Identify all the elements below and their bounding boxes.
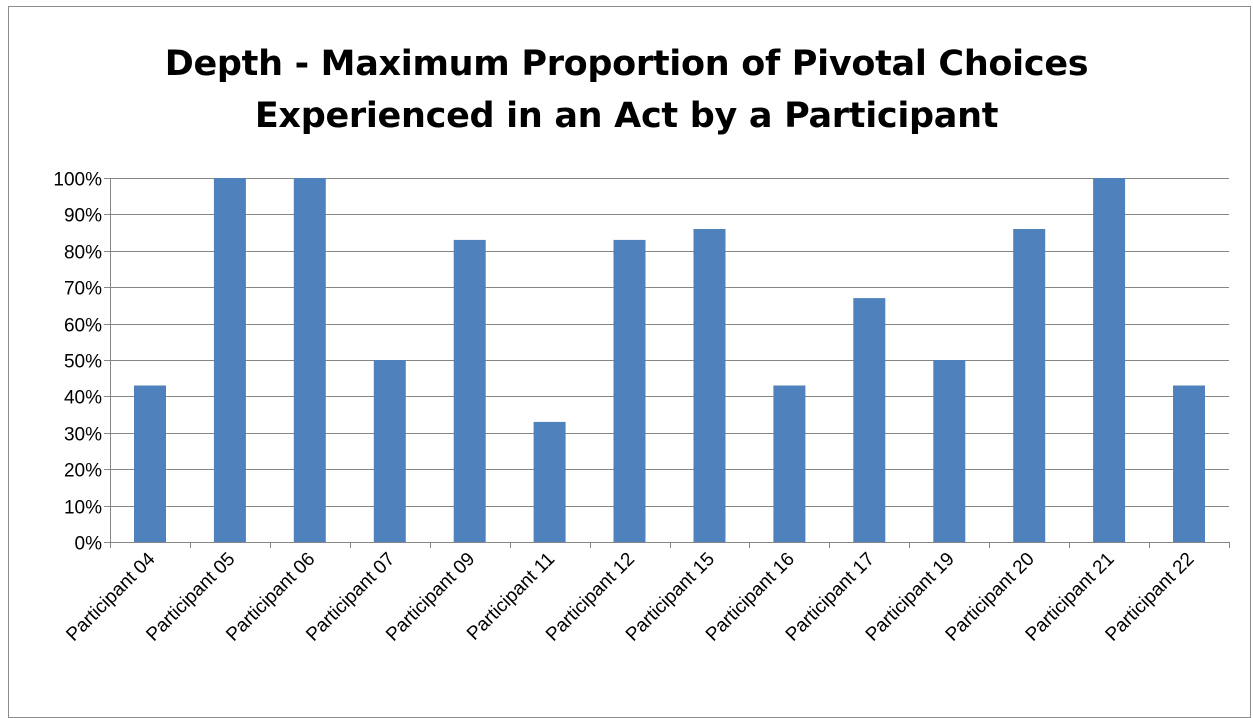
bar — [933, 360, 966, 542]
axes — [104, 178, 1230, 548]
y-tick-labels: 0% 10% 20% 30% 40% 50% 60% 70% 80% 90% 100% — [53, 170, 102, 555]
bar — [134, 385, 166, 542]
y-tick-label: 0% — [75, 534, 103, 555]
gridlines — [110, 178, 1229, 507]
y-tick-label: 10% — [64, 498, 102, 519]
y-tick-label: 20% — [64, 461, 102, 482]
bar — [213, 178, 246, 542]
bar — [533, 421, 566, 542]
bar — [853, 298, 886, 542]
bar-chart: 0% 10% 20% 30% 40% 50% 60% 70% 80% 90% 100% Partic… — [53, 170, 1230, 646]
y-tick-label: 80% — [64, 243, 102, 264]
chart-title-line-2: Experienced in an Act by a Participant — [254, 96, 999, 136]
bar — [693, 229, 726, 542]
y-tick-label: 50% — [64, 352, 102, 373]
y-tick-label: 70% — [64, 279, 102, 300]
y-tick-label: 100% — [53, 170, 102, 191]
bar — [293, 178, 326, 542]
bar — [773, 385, 806, 542]
y-tick-label: 90% — [64, 206, 102, 227]
y-tick-label: 30% — [64, 425, 102, 446]
bar — [1173, 385, 1205, 542]
chart-title: Depth - Maximum Proportion of Pivotal Ch… — [0, 38, 1253, 142]
bar — [453, 239, 486, 542]
bar — [613, 239, 646, 542]
bar — [1013, 229, 1046, 542]
chart-title-line-1: Depth - Maximum Proportion of Pivotal Ch… — [164, 44, 1089, 84]
y-tick-label: 40% — [64, 388, 102, 409]
bar — [373, 360, 406, 542]
y-tick-label: 60% — [64, 316, 102, 337]
bar — [1093, 178, 1126, 542]
bars — [134, 178, 1205, 542]
